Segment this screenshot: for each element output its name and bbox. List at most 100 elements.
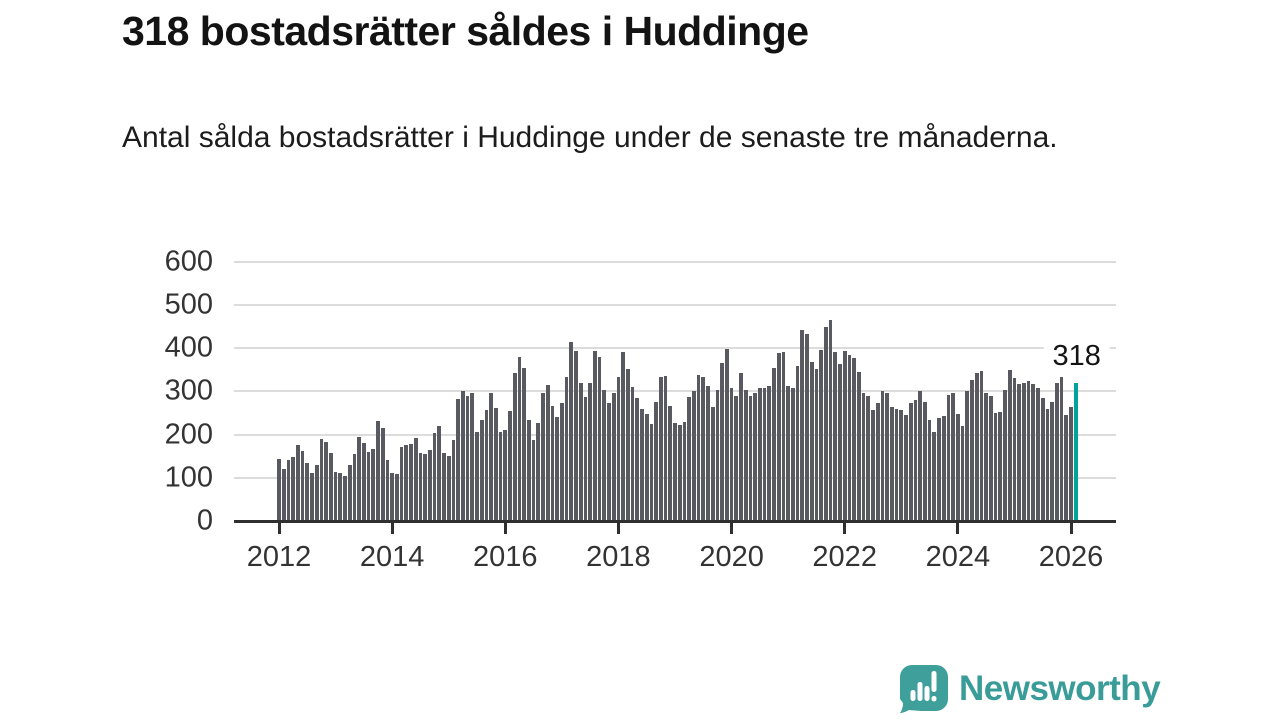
bar <box>922 401 927 520</box>
latest-value-label: 318 <box>1043 341 1110 372</box>
bar <box>1012 378 1017 520</box>
bar <box>390 472 395 520</box>
gridline-600 <box>234 260 1116 263</box>
x-tick <box>843 523 847 534</box>
bar <box>715 389 720 520</box>
bar <box>809 361 814 520</box>
bar <box>333 471 338 520</box>
bar <box>1036 388 1040 520</box>
bar <box>493 407 498 520</box>
bar <box>574 350 578 520</box>
chart-title: 318 bostadsrätter såldes i Huddinge <box>122 8 809 54</box>
bar <box>460 391 465 520</box>
bar <box>1031 384 1036 520</box>
bar <box>720 362 725 520</box>
bar <box>762 388 767 520</box>
bar <box>729 388 734 520</box>
bar <box>955 414 960 520</box>
bar <box>710 407 715 520</box>
bar <box>418 453 423 520</box>
bar <box>508 410 512 520</box>
bar <box>838 364 842 520</box>
bar <box>305 463 310 520</box>
bar <box>526 420 531 520</box>
bar <box>658 377 663 520</box>
bar <box>583 396 588 520</box>
bar <box>899 409 904 520</box>
bar <box>786 386 791 520</box>
bar <box>1021 382 1026 520</box>
bar <box>748 396 753 520</box>
x-tick-label: 2014 <box>359 541 425 573</box>
bar <box>446 456 451 520</box>
y-tick-label: 100 <box>164 461 213 494</box>
bar <box>880 390 885 520</box>
bar <box>668 405 673 520</box>
bar <box>640 409 644 520</box>
bar <box>1003 389 1007 520</box>
bar <box>319 438 324 520</box>
bar <box>776 352 781 520</box>
bar <box>918 390 923 520</box>
x-tick <box>616 523 620 534</box>
bar <box>423 454 428 520</box>
bar <box>1050 401 1055 520</box>
bar <box>366 451 371 520</box>
bar <box>1064 415 1069 520</box>
y-tick-label: 0 <box>196 504 213 537</box>
bar <box>795 366 800 520</box>
x-axis-line <box>234 520 1116 523</box>
bar <box>819 349 824 520</box>
bar <box>724 348 729 520</box>
x-tick-label: 2020 <box>699 541 764 573</box>
bar <box>399 447 404 520</box>
bar <box>559 403 564 520</box>
bar <box>800 329 805 520</box>
bar <box>376 420 380 520</box>
bar <box>998 412 1003 520</box>
bar <box>757 388 762 520</box>
bar <box>432 432 437 520</box>
bar <box>385 459 390 520</box>
bar <box>993 413 998 520</box>
bar <box>286 460 291 520</box>
bar <box>644 414 649 520</box>
bar <box>974 373 979 520</box>
bar <box>607 403 611 520</box>
bar <box>781 351 786 520</box>
x-tick-label: 2018 <box>586 541 651 573</box>
bar <box>908 403 913 520</box>
bar <box>512 372 517 520</box>
gridline-500 <box>234 304 1116 306</box>
bar <box>592 350 597 520</box>
bar <box>743 389 748 520</box>
bar <box>465 395 470 520</box>
bar <box>937 418 941 520</box>
bar <box>682 421 687 520</box>
bar <box>380 428 385 520</box>
bar <box>625 369 630 520</box>
x-tick-label: 2026 <box>1038 541 1104 573</box>
bar <box>970 380 974 520</box>
bar <box>498 431 503 520</box>
bar <box>663 376 668 520</box>
bar <box>489 392 494 520</box>
x-tick-label: 2016 <box>473 541 538 573</box>
bar <box>427 449 432 520</box>
newsworthy-logo: Newsworthy <box>899 664 1161 714</box>
bar <box>894 408 899 520</box>
bar <box>531 440 536 520</box>
x-tick <box>730 523 734 534</box>
bar <box>569 341 574 520</box>
x-tick-label: 2012 <box>246 541 312 573</box>
bar <box>941 415 946 520</box>
bar <box>484 410 489 520</box>
bar <box>517 356 522 520</box>
bar <box>616 377 621 520</box>
bar <box>621 351 626 520</box>
bar <box>1059 377 1064 520</box>
bar <box>951 392 956 520</box>
bar <box>555 417 560 520</box>
bar <box>833 351 838 520</box>
